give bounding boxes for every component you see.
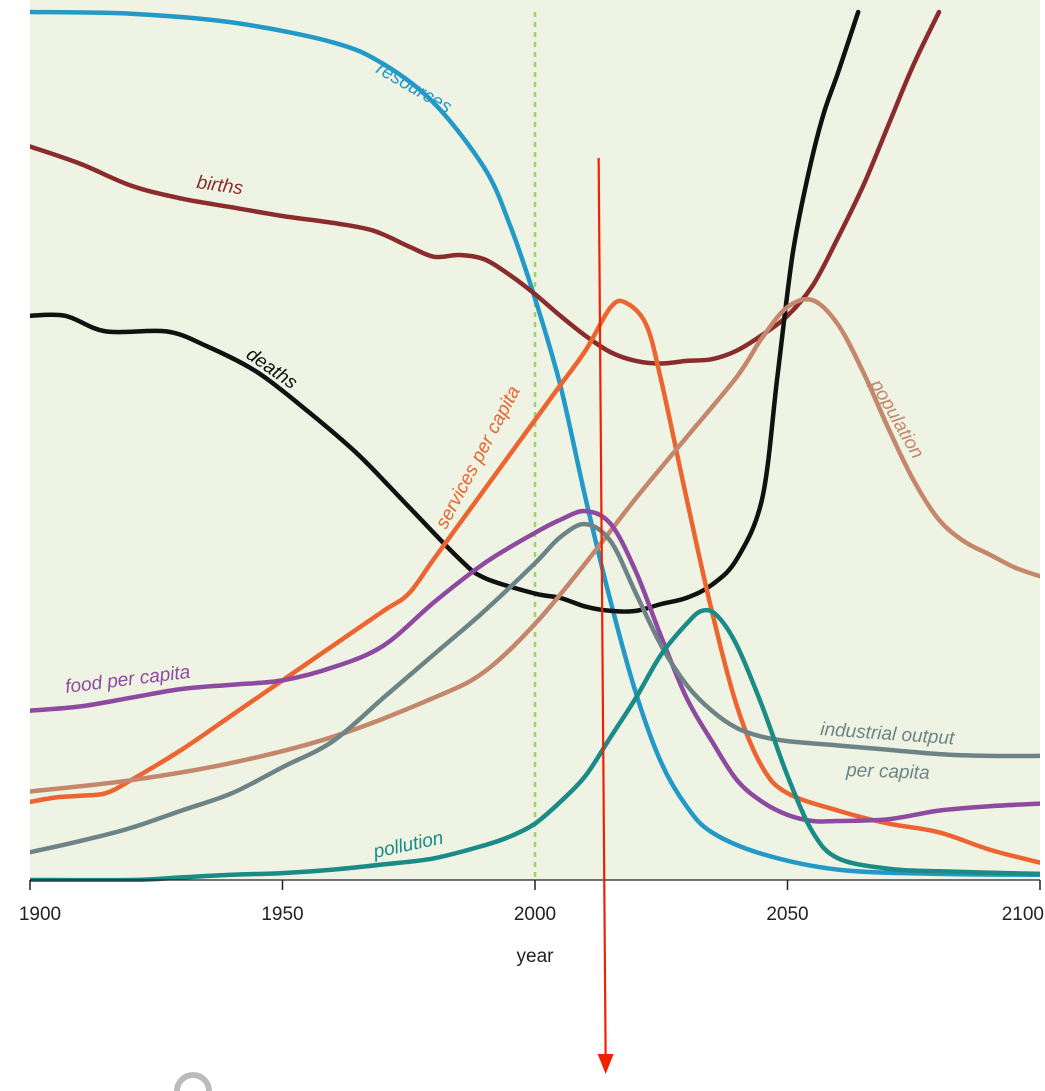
series-line-industrial-output-per-capita [30, 521, 1040, 855]
annotation-arrow-shaft [597, 157, 607, 1061]
series-line-resources [30, 9, 1040, 878]
series-label-industrial-output-per-capita-2: per capita [845, 760, 930, 784]
series-line-services-per-capita [30, 298, 1040, 865]
series-line-food-per-capita [30, 508, 1040, 824]
annotation-arrow-head [597, 1054, 614, 1074]
series-line-births [30, 9, 942, 366]
x-tick-label-1900: 1900 [19, 904, 61, 925]
series-line-pollution [30, 607, 1040, 882]
x-axis-label: year [517, 946, 555, 967]
series-line-population [30, 296, 1040, 794]
x-tick-label-2050: 2050 [766, 904, 808, 925]
x-tick-label-2000: 2000 [514, 904, 556, 925]
partial-logo-icon [174, 1072, 212, 1091]
x-tick-label-1950: 1950 [261, 904, 303, 925]
x-tick-label-2100: 2100 [1002, 904, 1044, 925]
series-line-deaths [30, 9, 861, 614]
